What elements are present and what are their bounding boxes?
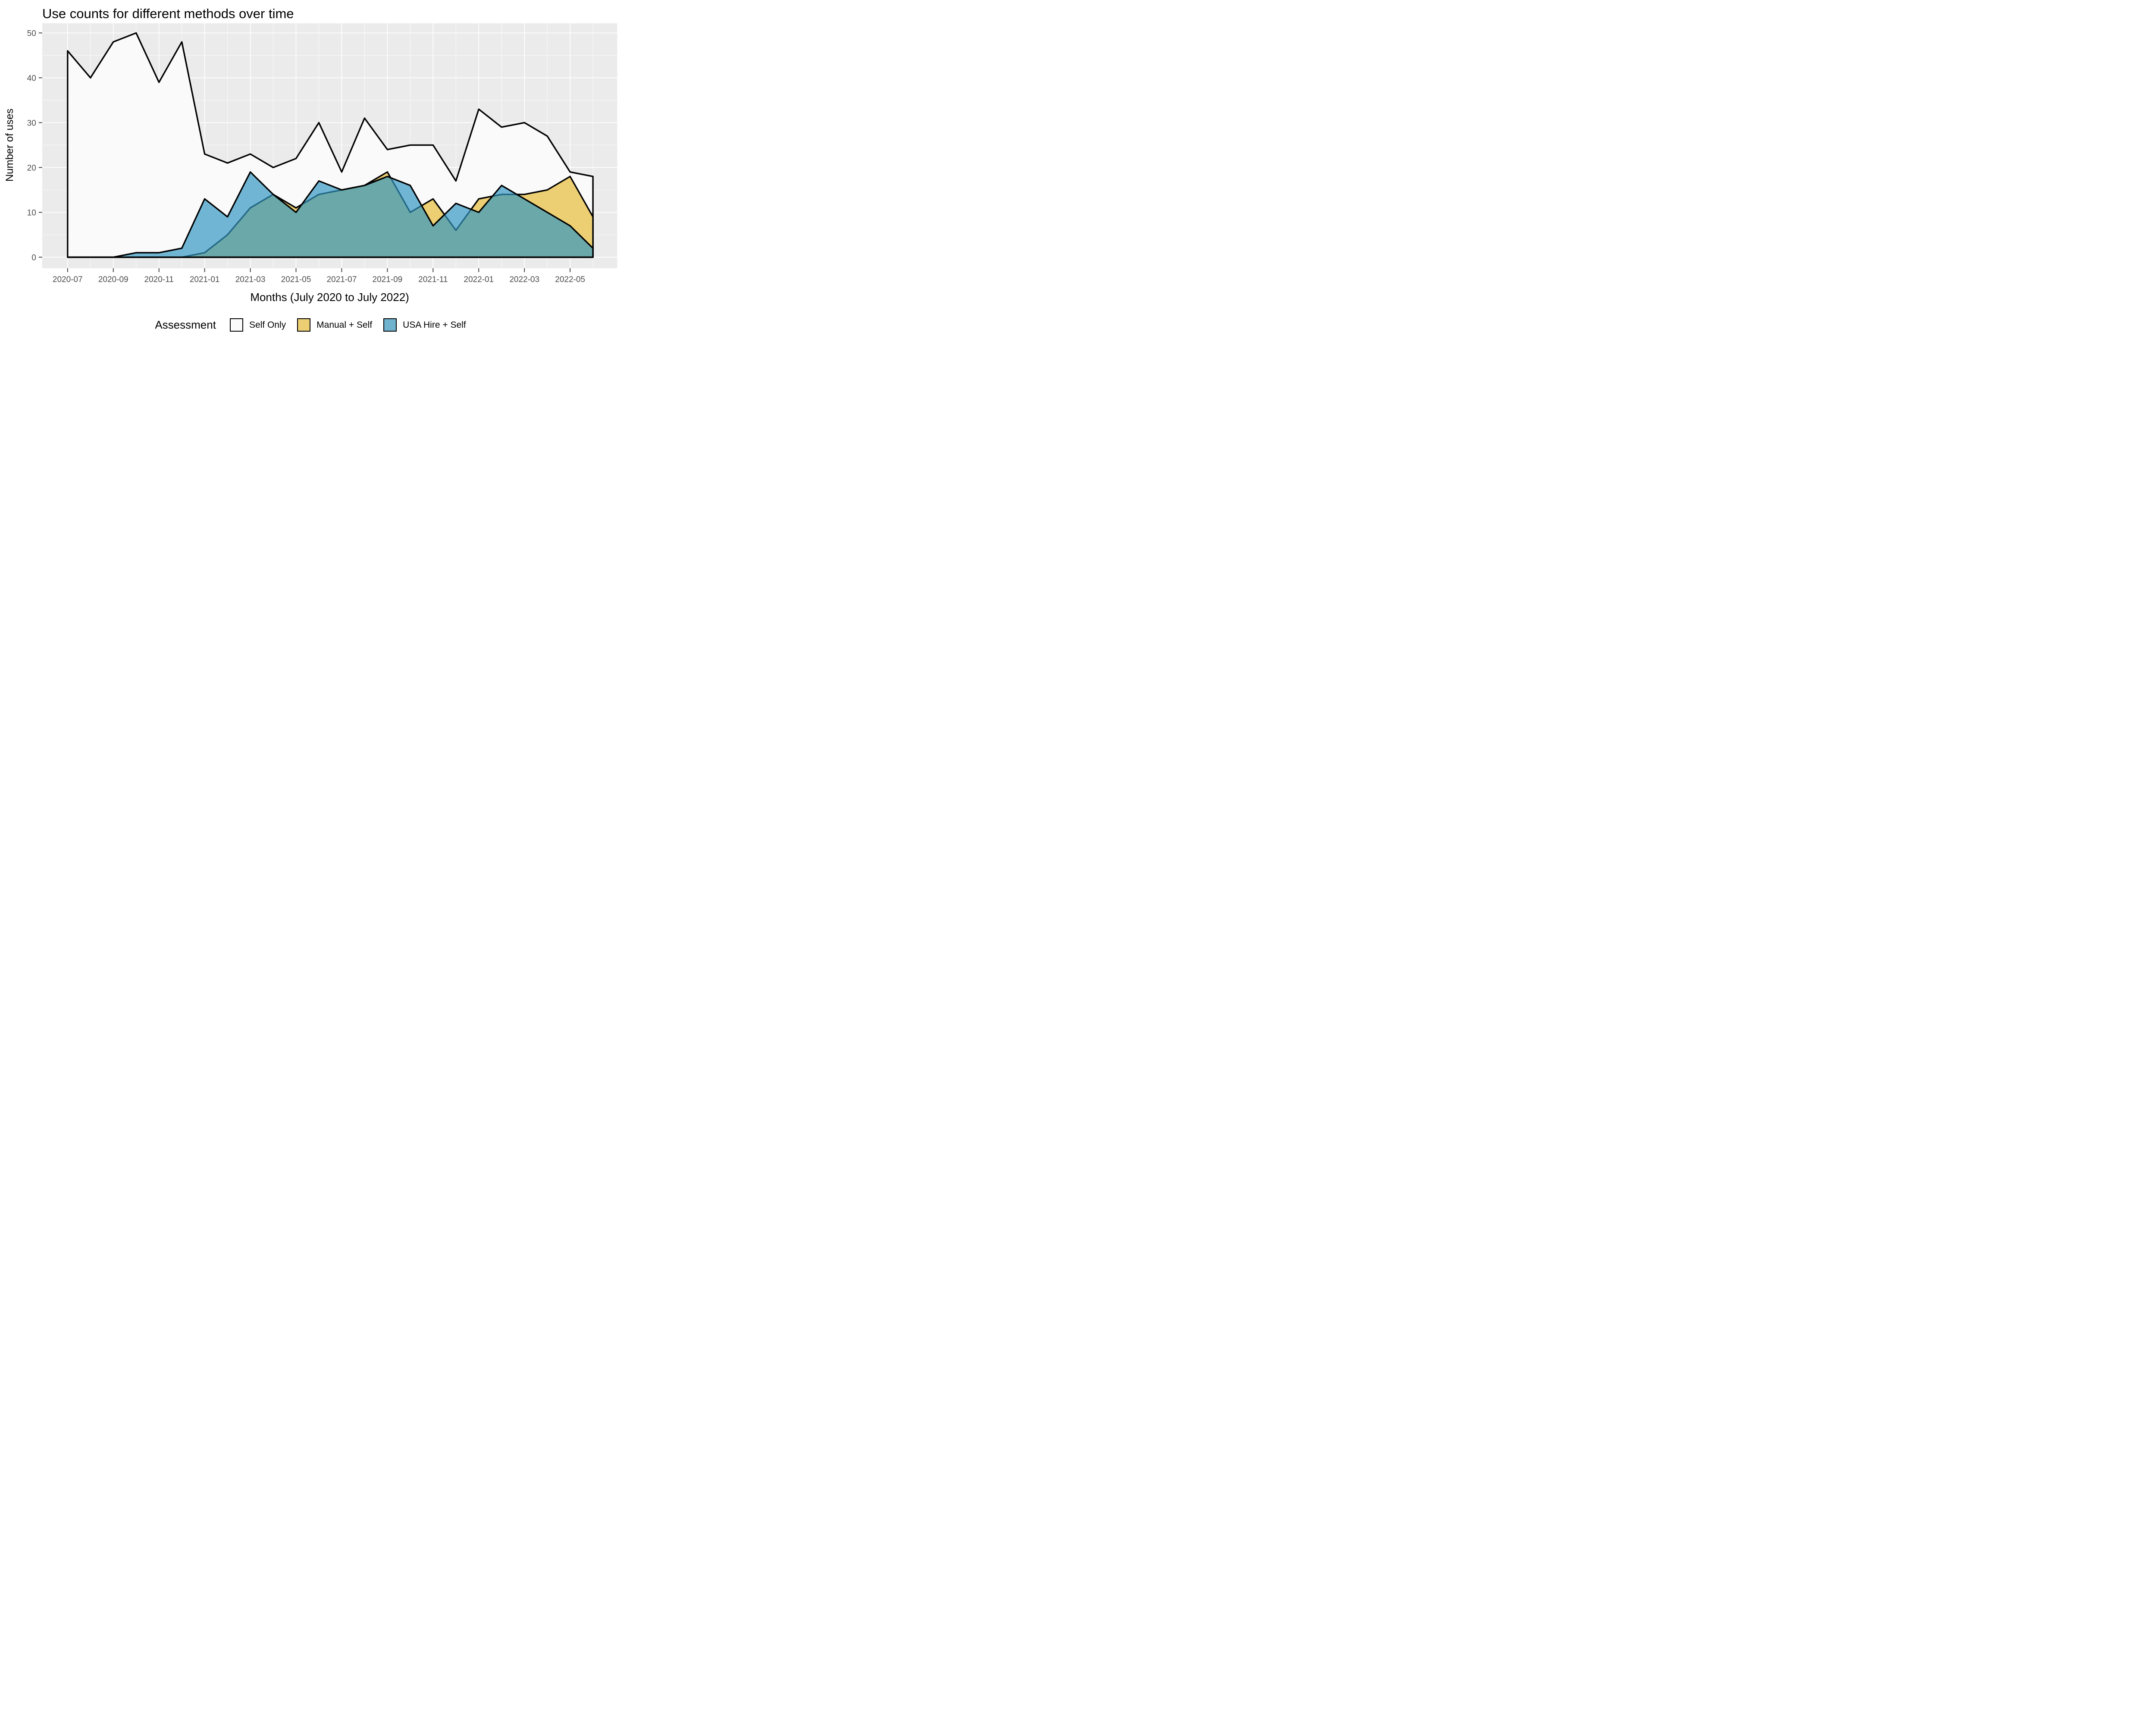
y-axis-title: Number of uses — [4, 109, 16, 182]
area-series-self-only — [67, 32, 594, 258]
chart-title: Use counts for different methods over ti… — [42, 6, 294, 21]
legend-label-usa-hire-self: USA Hire + Self — [403, 320, 466, 330]
x-tick-label: 2021-09 — [373, 275, 403, 284]
x-tick-label: 2020-11 — [144, 275, 174, 284]
legend-label-manual-self: Manual + Self — [317, 320, 373, 330]
y-tick-label: 20 — [27, 163, 36, 172]
legend-item-self-only: Self Only — [229, 318, 286, 332]
legend-item-manual-self: Manual + Self — [297, 318, 372, 332]
x-tick-label: 2021-11 — [418, 275, 448, 284]
manual-self-swatch-icon — [297, 318, 311, 332]
x-tick-label: 2020-07 — [53, 275, 83, 284]
legend-label-self-only: Self Only — [249, 320, 286, 330]
x-axis-title: Months (July 2020 to July 2022) — [250, 291, 409, 304]
x-tick-label: 2021-05 — [281, 275, 311, 284]
y-tick-label: 0 — [31, 253, 36, 262]
y-tick-label: 40 — [27, 74, 36, 83]
legend-title: Assessment — [155, 318, 216, 331]
legend: Assessment Self Only Manual + Self USA H… — [0, 318, 621, 332]
usa-hire-self-swatch-icon — [383, 318, 397, 332]
x-tick-label: 2021-01 — [190, 275, 220, 284]
x-tick-label: 2022-01 — [464, 275, 494, 284]
x-tick-label: 2021-07 — [327, 275, 357, 284]
x-tick-label: 2022-03 — [509, 275, 539, 284]
chart-figure: Use counts for different methods over ti… — [0, 0, 621, 345]
legend-item-usa-hire-self: USA Hire + Self — [383, 318, 466, 332]
area-chart-canvas: 0 10 20 30 40 50 2020-07 2020-09 2020-11 2021-01 2… — [4, 23, 617, 304]
area-series-usa-hire-self — [67, 171, 594, 258]
y-tick-label: 50 — [27, 29, 36, 38]
y-tick-label: 10 — [27, 208, 36, 217]
x-tick-label: 2020-09 — [98, 275, 128, 284]
self-only-swatch-icon — [229, 318, 243, 332]
x-tick-label: 2021-03 — [235, 275, 266, 284]
y-tick-label: 30 — [27, 119, 36, 128]
x-tick-label: 2022-05 — [555, 275, 585, 284]
